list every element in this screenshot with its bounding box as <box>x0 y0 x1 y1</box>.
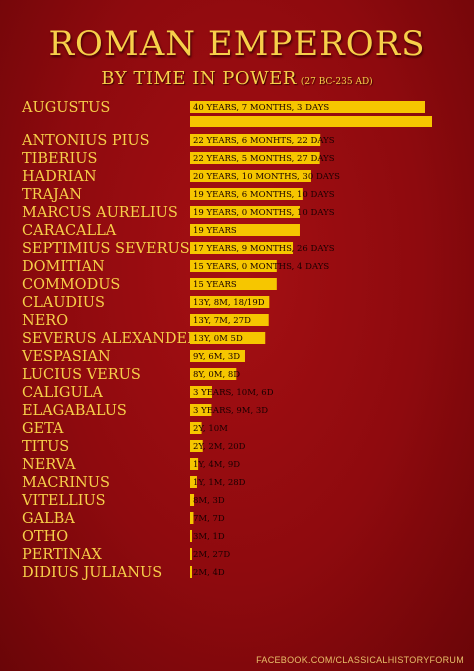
data-label-nero: 13Y, 7M, 27D <box>193 316 251 326</box>
data-label-tiberius: 22 YEARS, 5 MONTHS, 27 DAYS <box>193 154 335 164</box>
bar-didius-julianus <box>190 566 192 578</box>
data-label-severus-alexander: 13Y, 0M 5D <box>193 334 243 344</box>
bar-macrinus <box>190 476 197 488</box>
data-label-macrinus: 1Y, 1M, 28D <box>193 478 246 488</box>
emperor-name-macrinus: MACRINUS <box>22 475 110 491</box>
emperor-name-hadrian: HADRIAN <box>22 169 97 185</box>
data-label-pertinax: 2M, 27D <box>193 550 230 560</box>
emperor-name-elagabalus: ELAGABALUS <box>22 403 127 419</box>
data-label-commodus: 15 YEARS <box>193 280 237 290</box>
footer-credit: FACEBOOK.COM/CLASSICALHISTORYFORUM <box>256 655 464 665</box>
bar-severus-alexander <box>190 332 266 344</box>
bar-claudius <box>190 296 270 308</box>
emperor-name-vitellius: VITELLIUS <box>21 493 106 509</box>
bar-hadrian <box>190 170 311 182</box>
data-label-nerva: 1Y, 4M, 9D <box>193 460 240 470</box>
data-label-geta: 2Y, 10M <box>193 424 228 434</box>
data-label-lucius-verus: 8Y, 0M, 8D <box>193 370 240 380</box>
data-label-trajan: 19 YEARS, 6 MONTHS, 10 DAYS <box>193 190 335 200</box>
bar-otho <box>190 530 192 542</box>
bar-caligula <box>190 386 212 398</box>
bar-nero <box>190 314 269 326</box>
data-label-otho: 3M, 1D <box>193 532 225 542</box>
bar-titus <box>190 440 203 452</box>
bar-lucius-verus <box>190 368 237 380</box>
emperor-name-caracalla: CARACALLA <box>22 223 117 239</box>
emperor-name-nerva: NERVA <box>22 457 76 473</box>
bar-geta <box>190 422 202 434</box>
emperor-name-nero: NERO <box>22 313 68 329</box>
date-range: (27 BC-235 AD) <box>300 77 373 87</box>
bar-septimius-severus <box>190 242 294 254</box>
chart-subtitle: BY TIME IN POWER <box>101 68 297 89</box>
bar-antonius-pius <box>190 134 321 146</box>
emperor-name-otho: OTHO <box>22 529 68 545</box>
data-label-claudius: 13Y, 8M, 18/19D <box>193 298 265 308</box>
emperor-name-commodus: COMMODUS <box>22 277 120 293</box>
bar-vespasian <box>190 350 245 362</box>
emperor-name-caligula: CALIGULA <box>22 385 103 401</box>
data-label-hadrian: 20 YEARS, 10 MONTHS, 30 DAYS <box>193 172 340 182</box>
emperor-name-lucius-verus: LUCIUS VERUS <box>22 367 141 383</box>
emperor-name-septimius-severus: SEPTIMIUS SEVERUS <box>22 241 190 257</box>
data-label-titus: 2Y, 2M, 20D <box>193 442 246 452</box>
data-label-galba: 7M, 7D <box>193 514 225 524</box>
data-label-antonius-pius: 22 YEARS, 6 MONHTS, 22 DAYS <box>193 136 335 146</box>
emperor-name-antonius-pius: ANTONIUS PIUS <box>21 133 150 149</box>
bar-nerva <box>190 458 199 470</box>
emperor-name-didius-julianus: DIDIUS JULIANUS <box>22 565 162 581</box>
data-label-vitellius: 8M, 3D <box>193 496 225 506</box>
bar-commodus <box>190 278 277 290</box>
emperor-name-geta: GETA <box>22 421 64 437</box>
chart-title: ROMAN EMPERORS <box>48 24 426 64</box>
subtitle-line: BY TIME IN POWER (27 BC-235 AD) <box>0 68 474 89</box>
emperor-name-galba: GALBA <box>22 511 75 527</box>
bar-vitellius <box>190 494 195 506</box>
data-label-augustus: 40 YEARS, 7 MONTHS, 3 DAYS <box>193 103 329 113</box>
bar-domitian <box>190 260 277 272</box>
emperor-name-domitian: DOMITIAN <box>22 259 105 275</box>
data-label-septimius-severus: 17 YEARS, 9 MONTHS, 26 DAYS <box>193 244 335 254</box>
emperor-name-vespasian: VESPASIAN <box>21 349 111 365</box>
data-label-marcus-aurelius: 19 YEARS, 0 MONTHS, 10 DAYS <box>193 208 335 218</box>
data-label-elagabalus: 3 YEARS, 9M, 3D <box>193 406 268 416</box>
data-label-vespasian: 9Y, 6M, 3D <box>193 352 240 362</box>
data-label-caracalla: 19 YEARS <box>193 226 237 236</box>
emperor-name-augustus: AUGUSTUS <box>21 100 110 116</box>
bar-trajan <box>190 188 303 200</box>
data-label-domitian: 15 YEARS, 0 MONTHS, 4 DAYS <box>193 262 329 272</box>
emperor-name-trajan: TRAJAN <box>22 187 82 203</box>
emperor-name-tiberius: TIBERIUS <box>22 151 97 167</box>
bar-augustus <box>190 101 425 113</box>
data-label-caligula: 3 YEARS, 10M, 6D <box>193 388 274 398</box>
bar-galba <box>190 512 194 524</box>
emperor-name-claudius: CLAUDIUS <box>22 295 105 311</box>
bar-caracalla <box>190 224 300 236</box>
emperor-name-marcus-aurelius: MARCUS AURELIUS <box>22 205 178 221</box>
emperor-name-titus: TITUS <box>22 439 69 455</box>
bar-elagabalus <box>190 404 212 416</box>
data-label-didius-julianus: 2M, 4D <box>193 568 225 578</box>
bar-marcus-aurelius <box>190 206 300 218</box>
bar-augustus-extension <box>190 116 432 127</box>
bar-pertinax <box>190 548 192 560</box>
bar-tiberius <box>190 152 320 164</box>
emperor-name-pertinax: PERTINAX <box>22 547 103 563</box>
emperor-name-severus-alexander: SEVERUS ALEXANDER <box>22 331 199 347</box>
